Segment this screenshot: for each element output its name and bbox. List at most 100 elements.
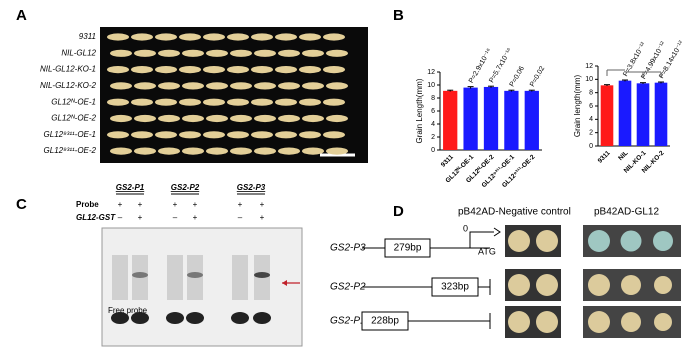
free-probe-band [166,312,184,324]
fragment-box [361,311,409,331]
grain [206,147,228,155]
grain [299,98,321,106]
bar [618,80,632,146]
y-tick-label: 0 [431,147,435,154]
free-probe-band [111,312,129,324]
bar [483,86,499,150]
grain [134,82,156,90]
row-label: NIL-GL12-KO-1 [40,65,96,74]
grain [131,33,153,41]
grain [179,66,201,74]
grain [110,49,132,57]
smear [232,255,248,300]
bar [636,83,650,146]
atg-label: ATG [478,246,496,256]
column-header: pB42AD-Negative control [458,207,571,218]
y-axis-label: Grain Length(mm) [415,78,424,143]
colony [508,230,530,252]
y-tick-label: 6 [589,103,593,110]
grain [158,147,180,155]
grain [110,114,132,123]
colony [508,311,530,333]
protein-label: GL12-GST [76,213,116,222]
panel-label: B [393,7,404,24]
probe-sign: + [238,200,243,209]
lane-group: GS2-P3 [237,183,266,192]
bar [463,87,478,150]
grain [326,82,348,90]
grain [203,33,225,41]
free-probe-band [131,312,149,324]
grain [302,82,324,90]
probe-sign: + [138,200,143,209]
grain [230,114,252,123]
grain [302,49,324,57]
grain [251,66,273,74]
grain [227,66,249,74]
grain [203,66,225,74]
grain [326,49,348,57]
grain [251,33,273,41]
free-probe-band [231,312,249,324]
probe-sign: + [118,200,123,209]
grain [206,82,228,90]
arrow-head [282,280,287,286]
x-tick-label: 9311 [440,153,455,168]
grain [206,49,228,57]
grain [230,49,252,57]
lane-group: GS2-P1 [116,183,145,192]
y-tick-label: 8 [589,90,593,97]
grain [326,114,348,123]
colony [621,312,641,332]
grain [275,131,297,139]
protein-sign: + [260,213,265,222]
shift-band [187,272,203,278]
p-value: P=0.06 [509,65,526,88]
tss-label: 0 [463,223,468,233]
y-tick-label: 4 [431,121,435,128]
grain [182,114,204,123]
grain [254,82,276,90]
row-label: GL12ᴺ-OE-2 [51,114,96,123]
grain [131,98,153,106]
y-tick-label: 6 [431,108,435,115]
grain [326,147,348,155]
colony [536,311,558,333]
grain [155,33,177,41]
construct-name: GS2-P3 [330,243,366,254]
y-tick-label: 2 [431,134,435,141]
grain [179,33,201,41]
colony [654,313,672,331]
y-tick-label: 8 [431,95,435,102]
shift-band [254,272,270,278]
grain [179,98,201,106]
row-label: NIL-GL12 [61,48,96,57]
bar [504,90,519,150]
grain [182,147,204,155]
grain-photo [100,27,368,163]
free-probe-band [253,312,271,324]
fragment-size: 323bp [441,282,469,293]
grain [230,147,252,155]
colony [588,311,610,333]
grain [302,147,324,155]
bar [654,82,668,146]
grain [275,33,297,41]
bar [524,90,539,150]
row-label: GL12⁹³¹¹-OE-1 [44,130,96,139]
colony [620,230,642,252]
fragment-box [384,238,431,258]
grain [203,131,225,139]
y-tick-label: 0 [589,143,593,150]
panel-label: D [393,203,404,220]
column-header: pB42AD-GL12 [594,207,659,218]
colony [536,230,558,252]
grain [110,82,132,90]
free-probe-label: Free probe [108,306,148,315]
grain [107,98,129,106]
grain [275,66,297,74]
colony [588,274,610,296]
y-tick-label: 10 [585,76,593,83]
protein-sign: + [193,213,198,222]
grain [323,33,345,41]
